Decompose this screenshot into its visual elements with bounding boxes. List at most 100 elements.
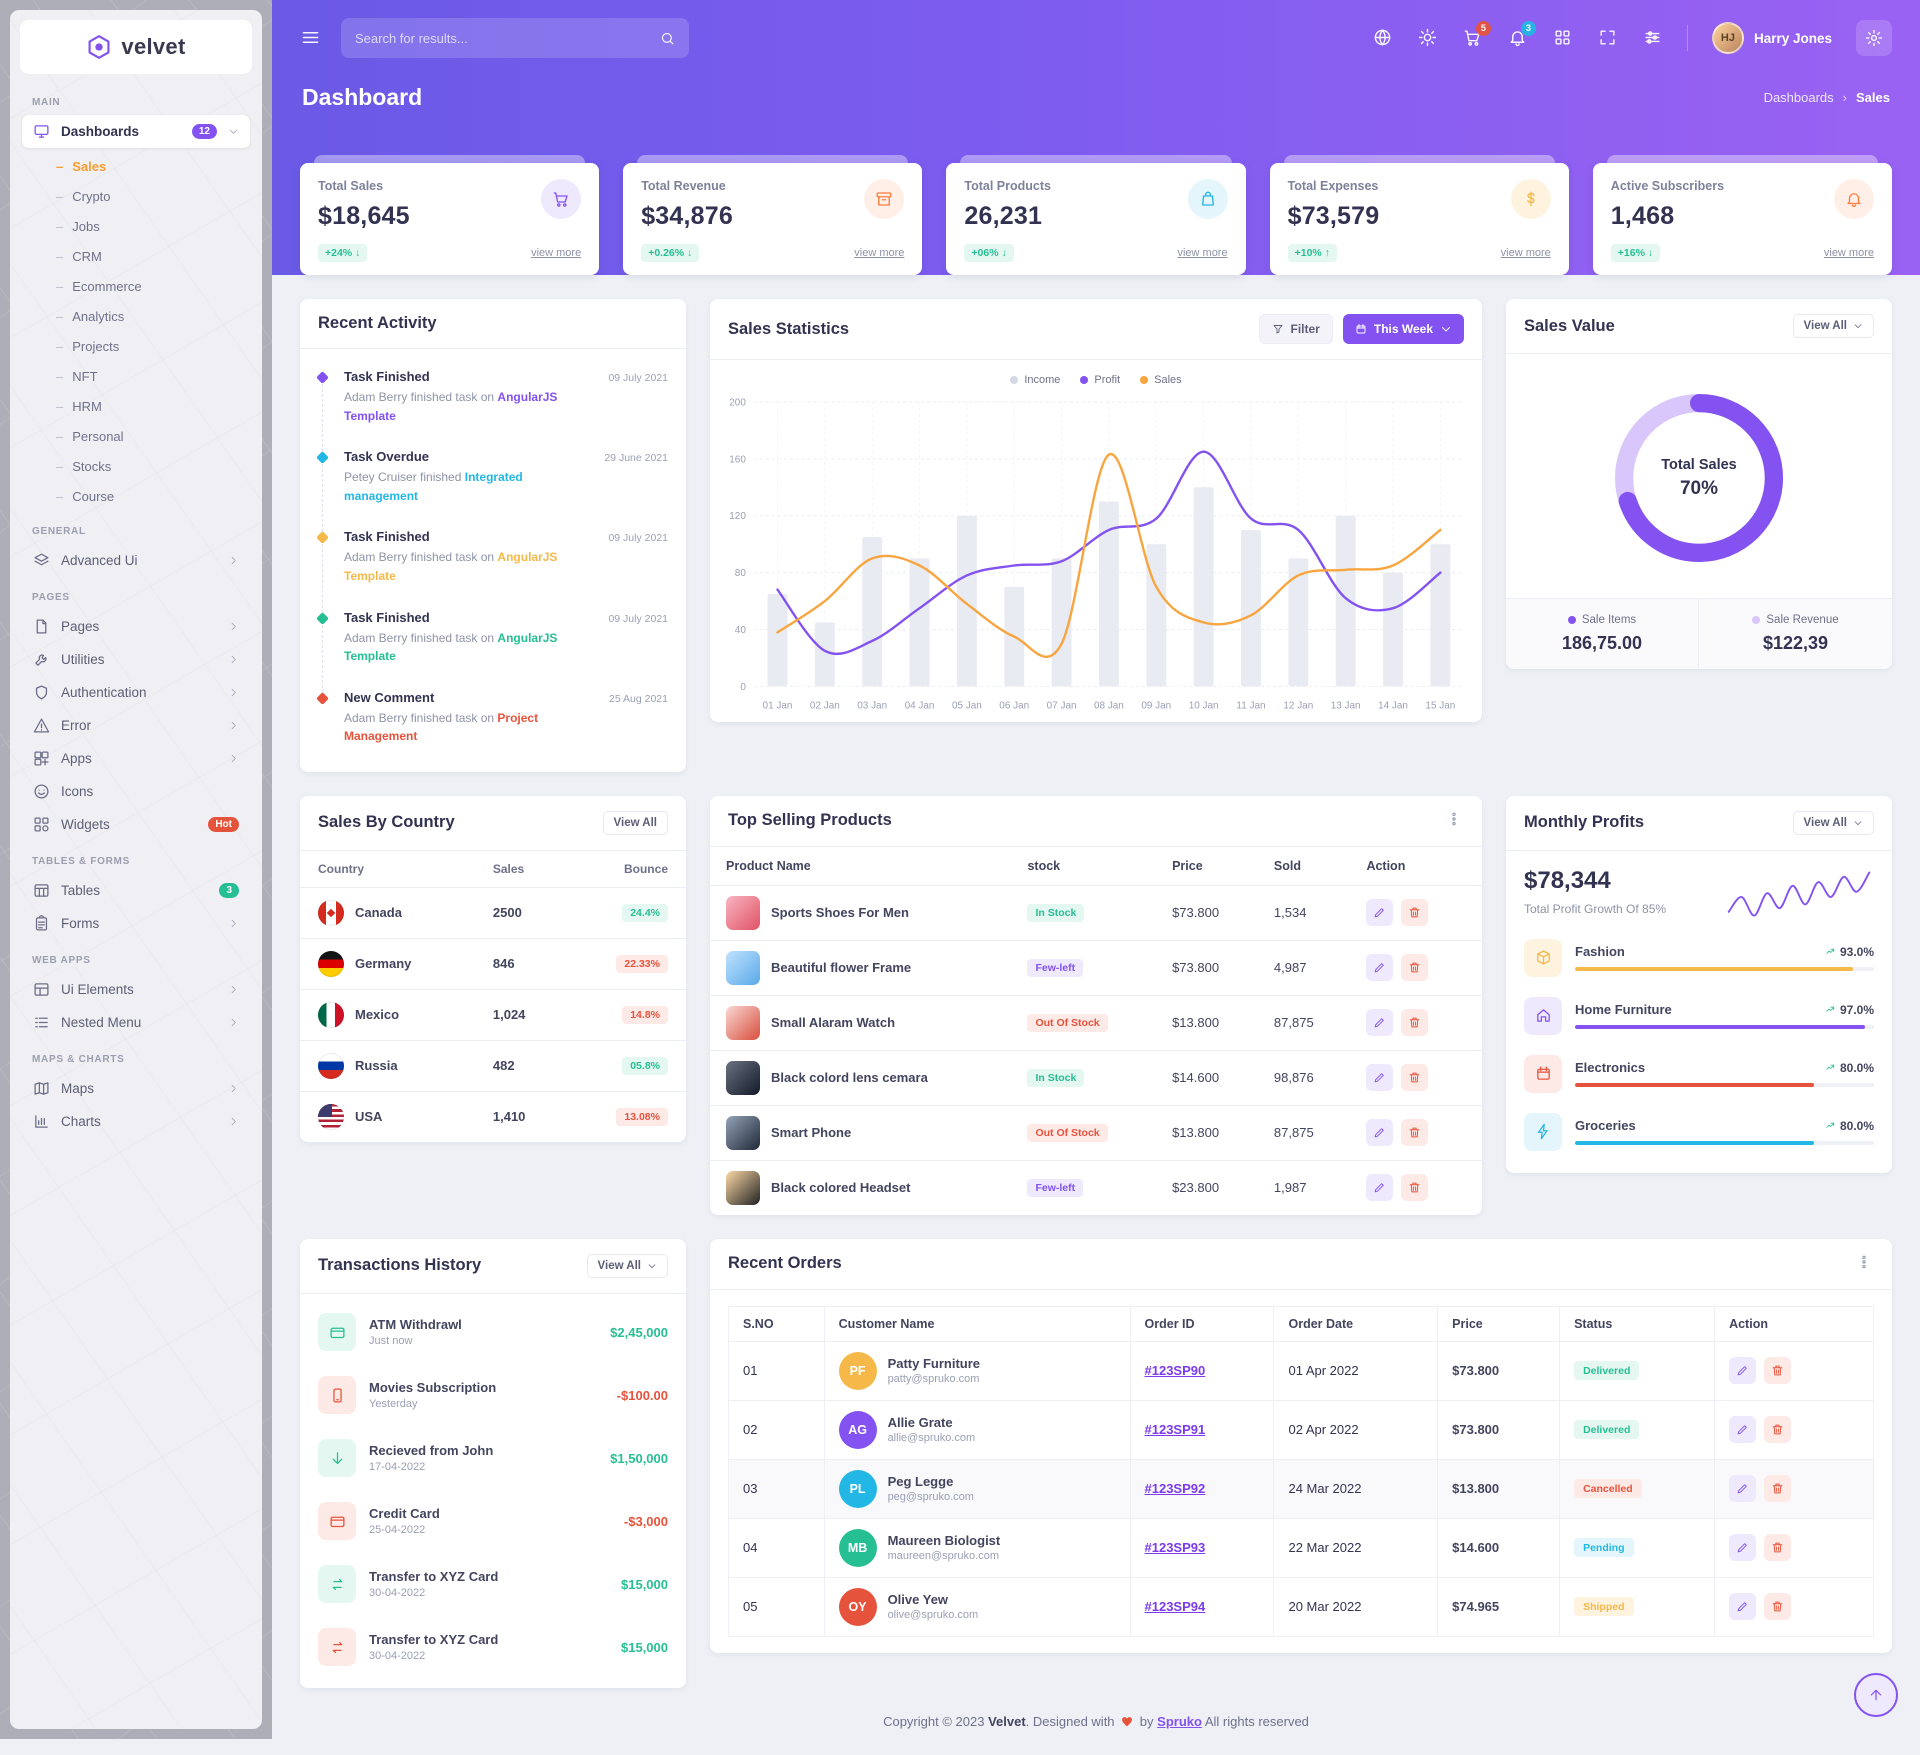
category-label: Fashion: [1575, 944, 1625, 959]
sidebar-item-label: NFT: [72, 369, 97, 384]
view-more-link[interactable]: view more: [854, 247, 904, 259]
view-more-link[interactable]: view more: [531, 247, 581, 259]
table-header-row: S.NO Customer Name Order ID Order Date P…: [729, 1306, 1874, 1341]
edit-button[interactable]: [1366, 1119, 1393, 1146]
sidebar-item-charts[interactable]: Charts: [22, 1105, 250, 1138]
card-menu-button[interactable]: [1444, 811, 1464, 831]
sidebar-item-jobs[interactable]: Jobs: [46, 211, 250, 241]
sidebar-item-analytics[interactable]: Analytics: [46, 301, 250, 331]
sidebar-item-pages[interactable]: Pages: [22, 610, 250, 643]
language-button[interactable]: [1372, 28, 1393, 49]
table-row: Russia 482 05.8%: [300, 1040, 686, 1091]
sidebar-item-apps[interactable]: Apps: [22, 742, 250, 775]
delete-button[interactable]: [1764, 1357, 1791, 1384]
delete-button[interactable]: [1401, 1119, 1428, 1146]
delete-button[interactable]: [1401, 899, 1428, 926]
filter-button[interactable]: Filter: [1259, 314, 1333, 344]
order-id-link[interactable]: #123SP92: [1145, 1481, 1206, 1496]
brand-logo[interactable]: velvet: [20, 20, 252, 74]
svg-text:120: 120: [729, 511, 746, 522]
sidebar-item-nested-menu[interactable]: Nested Menu: [22, 1006, 250, 1039]
sidebar-item-tables[interactable]: Tables 3: [22, 874, 250, 907]
search-icon[interactable]: [660, 31, 675, 46]
notifications-button[interactable]: 3: [1507, 28, 1528, 49]
edit-button[interactable]: [1729, 1357, 1756, 1384]
sidebar-item-course[interactable]: Course: [46, 481, 250, 511]
transaction-label: Credit Card: [369, 1506, 611, 1521]
breadcrumb-parent[interactable]: Dashboards: [1764, 90, 1834, 105]
view-more-link[interactable]: view more: [1824, 247, 1874, 259]
order-id-link[interactable]: #123SP91: [1145, 1422, 1206, 1437]
fullscreen-button[interactable]: [1597, 28, 1618, 49]
apps-shortcut-button[interactable]: [1552, 28, 1573, 49]
edit-button[interactable]: [1729, 1475, 1756, 1502]
sidebar-item-dashboards[interactable]: Dashboards 12: [22, 115, 250, 148]
sidebar-item-ui-elements[interactable]: Ui Elements: [22, 973, 250, 1006]
view-all-button[interactable]: View All: [603, 811, 668, 835]
delete-button[interactable]: [1401, 1009, 1428, 1036]
order-id-link[interactable]: #123SP94: [1145, 1599, 1206, 1614]
sidebar-item-hrm[interactable]: HRM: [46, 391, 250, 421]
sidebar-item-authentication[interactable]: Authentication: [22, 676, 250, 709]
delete-button[interactable]: [1764, 1534, 1791, 1561]
view-all-button[interactable]: View All: [1793, 811, 1874, 835]
view-more-link[interactable]: view more: [1501, 247, 1551, 259]
order-id-link[interactable]: #123SP93: [1145, 1540, 1206, 1555]
sidebar-item-crypto[interactable]: Crypto: [46, 181, 250, 211]
edit-button[interactable]: [1729, 1534, 1756, 1561]
view-all-button[interactable]: View All: [1793, 314, 1874, 338]
theme-toggle-button[interactable]: [1417, 28, 1438, 49]
column-header: Order Date: [1274, 1306, 1438, 1341]
delete-button[interactable]: [1401, 1064, 1428, 1091]
sidebar-item-ecommerce[interactable]: Ecommerce: [46, 271, 250, 301]
cart-button[interactable]: 5: [1462, 28, 1483, 49]
edit-button[interactable]: [1366, 1009, 1393, 1036]
spruko-link[interactable]: Spruko: [1157, 1714, 1202, 1729]
edit-button[interactable]: [1366, 954, 1393, 981]
delete-button[interactable]: [1764, 1416, 1791, 1443]
edit-button[interactable]: [1366, 899, 1393, 926]
sidebar-item-advanced-ui[interactable]: Advanced Ui: [22, 544, 250, 577]
avatar: PF: [839, 1352, 877, 1390]
sidebar-item-crm[interactable]: CRM: [46, 241, 250, 271]
view-more-link[interactable]: view more: [1177, 247, 1227, 259]
sidebar-item-widgets[interactable]: Widgets Hot: [22, 808, 250, 841]
delete-button[interactable]: [1764, 1593, 1791, 1620]
settings-button[interactable]: [1856, 20, 1892, 56]
delete-button[interactable]: [1764, 1475, 1791, 1502]
edit-button[interactable]: [1729, 1593, 1756, 1620]
order-id-link[interactable]: #123SP90: [1145, 1363, 1206, 1378]
trash-icon: [1408, 961, 1421, 974]
sidebar-item-error[interactable]: Error: [22, 709, 250, 742]
edit-button[interactable]: [1366, 1174, 1393, 1201]
edit-button[interactable]: [1729, 1416, 1756, 1443]
sidebar-item-forms[interactable]: Forms: [22, 907, 250, 940]
edit-button[interactable]: [1366, 1064, 1393, 1091]
sidebar-item-sales[interactable]: Sales: [46, 151, 250, 181]
delete-button[interactable]: [1401, 1174, 1428, 1201]
sidebar-item-label: Charts: [61, 1114, 101, 1129]
delete-button[interactable]: [1401, 954, 1428, 981]
sidebar-item-icons[interactable]: Icons: [22, 775, 250, 808]
date-range-button[interactable]: This Week: [1343, 314, 1464, 344]
card-menu-button[interactable]: [1854, 1254, 1874, 1274]
sidebar-item-stocks[interactable]: Stocks: [46, 451, 250, 481]
order-price: $13.800: [1438, 1459, 1560, 1518]
sidebar-item-personal[interactable]: Personal: [46, 421, 250, 451]
sidebar-item-label: Pages: [61, 619, 99, 634]
menu-toggle-button[interactable]: [300, 28, 321, 49]
order-sno: 03: [729, 1459, 825, 1518]
main-area: 5 3 HJ Harry Jones: [272, 0, 1920, 1755]
layers-icon: [33, 552, 50, 569]
sidebar-item-label: Stocks: [72, 459, 111, 474]
user-menu[interactable]: HJ Harry Jones: [1712, 22, 1832, 54]
sidebar-item-nft[interactable]: NFT: [46, 361, 250, 391]
scroll-to-top-button[interactable]: [1854, 1673, 1898, 1717]
search-bar[interactable]: [341, 18, 689, 58]
switcher-button[interactable]: [1642, 28, 1663, 49]
view-all-button[interactable]: View All: [587, 1254, 668, 1278]
sidebar-item-utilities[interactable]: Utilities: [22, 643, 250, 676]
search-input[interactable]: [355, 31, 650, 46]
sidebar-item-projects[interactable]: Projects: [46, 331, 250, 361]
sidebar-item-maps[interactable]: Maps: [22, 1072, 250, 1105]
